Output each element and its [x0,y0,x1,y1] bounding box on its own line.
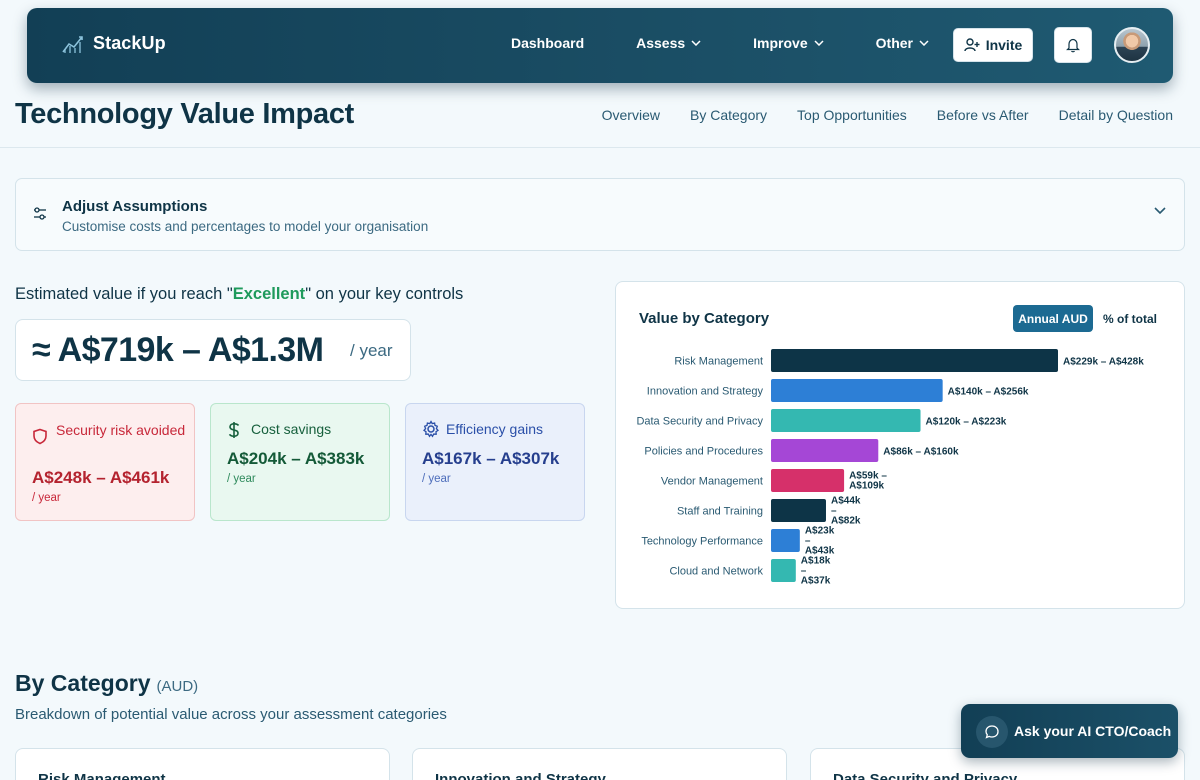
dollar-icon [228,422,240,438]
gear-icon [423,420,439,438]
bar[interactable] [771,379,943,402]
card-value: A$204k – A$383k [227,449,365,468]
by-category-unit: (AUD) [156,678,199,695]
sliders-icon [34,207,46,220]
notifications-button[interactable] [1054,27,1092,63]
bar-value-label: A$59k – A$109k [849,471,887,492]
card-title: Efficiency gains [446,421,544,437]
category-card-title: Data Security and Privacy [833,771,1018,780]
chart-title: Value by Category [639,310,770,327]
header-divider [0,147,1200,148]
shield-icon [33,428,47,445]
cost-savings-card: Cost savings A$204k – A$383k / year [210,403,390,521]
chat-bubble-icon [985,725,999,739]
total-value: ≈ A$719k – A$1.3M [32,331,324,369]
card-value: A$248k – A$461k [32,468,170,487]
user-avatar[interactable] [1114,27,1150,63]
toggle-annual-aud[interactable]: Annual AUD [1013,305,1093,332]
nav-other[interactable]: Other [876,35,929,51]
nav-label: Improve [753,35,808,51]
ai-coach-label: Ask your AI CTO/Coach [1014,723,1172,739]
brand-logo[interactable]: StackUp [61,32,166,54]
subnav-detail-by-question[interactable]: Detail by Question [1058,107,1173,123]
by-category-subtitle: Breakdown of potential value across your… [15,706,447,723]
add-user-icon [964,38,980,52]
bar-category-label: Technology Performance [641,536,763,548]
subnav-overview[interactable]: Overview [601,107,660,123]
bar-category-label: Vendor Management [661,476,763,488]
bar-value-label: A$140k – A$256k [948,387,1029,398]
bar-value-label: A$18k – A$37k [801,556,831,587]
chat-icon-circle [976,716,1008,748]
subnav-top-opportunities[interactable]: Top Opportunities [797,107,907,123]
nav-label: Assess [636,35,686,51]
bar[interactable] [771,349,1058,372]
subnav-before-vs-after[interactable]: Before vs After [936,107,1029,123]
bell-icon [1066,38,1080,53]
bar[interactable] [771,469,845,492]
bar-category-label: Cloud and Network [669,566,763,578]
assumptions-title: Adjust Assumptions [62,198,208,215]
chevron-down-icon [919,40,929,46]
bar[interactable] [771,439,879,462]
bar[interactable] [771,409,921,432]
adjust-assumptions-panel[interactable]: Adjust Assumptions Customise costs and p… [15,178,1185,251]
estimate-heading-suffix: " on your key controls [305,285,464,303]
chart-logo-icon [62,36,83,53]
total-value-unit: / year [350,341,393,360]
category-card[interactable]: Risk Management [15,748,390,780]
chevron-down-icon [814,40,824,46]
bar-category-label: Data Security and Privacy [636,416,763,428]
card-unit: / year [227,473,256,485]
top-navbar: StackUp Dashboard Assess Improve Other I… [27,8,1173,83]
estimate-heading-prefix: Estimated value if you reach " [15,285,233,303]
category-card-title: Risk Management [38,771,166,780]
card-title: Security risk avoided [56,422,186,438]
security-risk-card: Security risk avoided A$248k – A$461k / … [15,403,195,521]
card-unit: / year [32,492,61,504]
bar-value-label: A$44k – A$82k [831,496,861,527]
category-card[interactable]: Innovation and Strategy [412,748,787,780]
nav-assess[interactable]: Assess [636,35,701,51]
estimate-heading: Estimated value if you reach "Excellent"… [15,285,463,304]
bar-value-label: A$120k – A$223k [926,417,1007,428]
efficiency-gains-card: Efficiency gains A$167k – A$307k / year [405,403,585,521]
card-title: Cost savings [251,421,332,437]
value-by-category-chart-card: Value by Category Annual AUD % of total … [615,281,1185,609]
page-title: Technology Value Impact [15,98,355,130]
nav-label: Other [875,35,913,51]
card-value: A$167k – A$307k [422,449,560,468]
value-by-category-chart: Risk Management A$229k – A$428k Innovation… [636,349,1144,587]
bar-value-label: A$23k – A$43k [805,526,835,557]
invite-label: Invite [985,37,1023,53]
brand-name: StackUp [93,32,166,53]
nav-improve[interactable]: Improve [753,35,824,51]
bar[interactable] [771,499,826,522]
nav-label: Dashboard [511,35,585,51]
bar-value-label: A$229k – A$428k [1063,357,1144,368]
by-category-title: By Category [15,670,151,696]
category-card-title: Innovation and Strategy [435,771,606,780]
invite-button[interactable]: Invite [953,28,1033,62]
bar-category-label: Innovation and Strategy [647,386,764,398]
subnav-by-category[interactable]: By Category [689,107,768,123]
bar-value-label: A$86k – A$160k [883,447,959,458]
chevron-down-icon [691,40,701,46]
bar[interactable] [771,559,796,582]
ai-coach-button[interactable]: Ask your AI CTO/Coach [961,704,1178,758]
bar-category-label: Staff and Training [677,506,763,518]
toggle-percent-total[interactable]: % of total [1103,311,1157,326]
by-category-heading: By Category (AUD) [15,670,198,697]
estimate-heading-highlight: Excellent [232,285,306,303]
bar[interactable] [771,529,800,552]
bar-category-label: Risk Management [674,356,763,368]
nav-dashboard[interactable]: Dashboard [511,35,584,51]
total-value-box: ≈ A$719k – A$1.3M / year [15,319,411,381]
main-nav: Dashboard Assess Improve Other [511,35,929,51]
chevron-down-icon[interactable] [1154,207,1166,215]
section-subnav: Overview By Category Top Opportunities B… [602,107,1173,123]
card-unit: / year [422,473,451,485]
bar-category-label: Policies and Procedures [644,446,763,458]
assumptions-subtitle: Customise costs and percentages to model… [62,219,429,234]
